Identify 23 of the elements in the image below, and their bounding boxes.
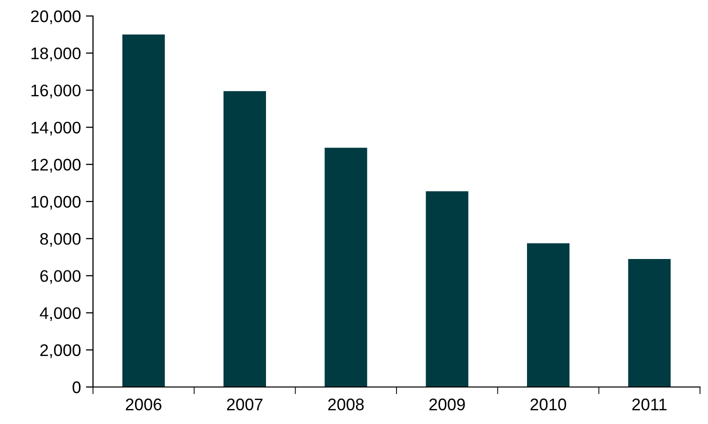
y-tick-label: 12,000 xyxy=(31,158,81,173)
bar xyxy=(224,91,266,387)
y-tick-label: 20,000 xyxy=(31,10,81,24)
x-tick-label: 2007 xyxy=(227,398,262,410)
bar xyxy=(324,148,368,387)
bar xyxy=(122,34,165,387)
y-tick-label: 8,000 xyxy=(40,233,81,247)
bar xyxy=(527,243,570,387)
x-tick-label: 2011 xyxy=(632,398,667,410)
y-tick-label: 2,000 xyxy=(40,344,81,358)
y-tick-label: 14,000 xyxy=(31,122,81,136)
y-tick-label: 0 xyxy=(72,381,81,394)
y-tick-label: 4,000 xyxy=(40,307,81,321)
x-tick-label: 2010 xyxy=(530,398,566,410)
bar xyxy=(426,191,468,387)
x-tick-label: 2008 xyxy=(328,398,364,410)
x-tick-label: 2006 xyxy=(126,398,162,410)
y-tick-label: 6,000 xyxy=(40,270,81,284)
y-tick-label: 18,000 xyxy=(31,48,81,62)
y-tick-label: 10,000 xyxy=(31,196,81,210)
y-tick-label: 16,000 xyxy=(31,84,81,98)
bar xyxy=(628,259,671,387)
x-tick-label: 2009 xyxy=(429,398,465,410)
